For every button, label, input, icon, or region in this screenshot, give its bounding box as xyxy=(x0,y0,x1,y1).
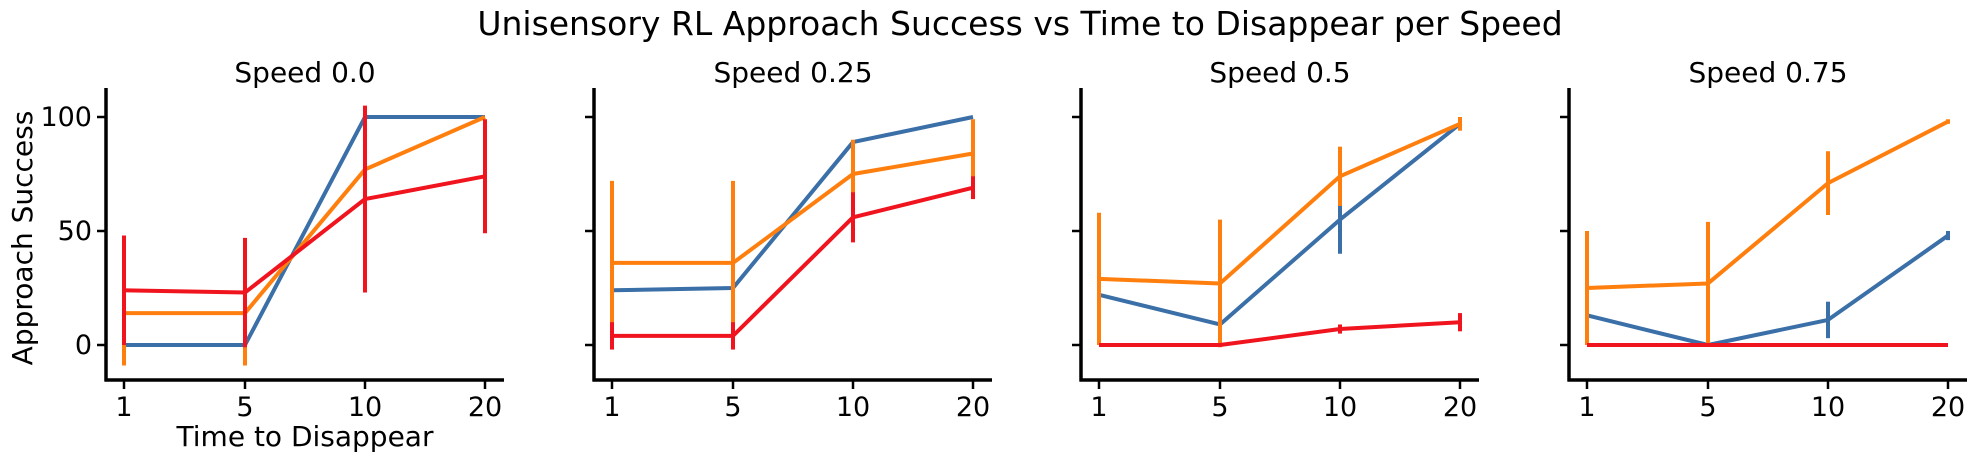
series-line xyxy=(124,115,486,316)
y-tick-label: 0 xyxy=(75,330,92,361)
series-line xyxy=(611,115,974,293)
x-tick-label: 5 xyxy=(236,392,253,423)
x-tick-label: 5 xyxy=(1211,392,1228,423)
x-tick-label: 20 xyxy=(468,392,502,423)
x-tick-label: 10 xyxy=(836,392,870,423)
x-axis-label: Time to Disappear xyxy=(176,420,434,453)
series-line xyxy=(1098,122,1461,286)
series-line xyxy=(1098,122,1462,327)
series-line xyxy=(1586,119,1949,290)
y-tick-label: 100 xyxy=(40,102,92,133)
series-line xyxy=(612,151,974,265)
x-tick-label: 1 xyxy=(603,392,620,423)
chart-panel-2: Speed 0.25 1 5 10 20 xyxy=(585,56,992,423)
series-2 xyxy=(1097,117,1462,348)
panel-title: Speed 0.75 xyxy=(1688,56,1847,89)
y-tick-label: 50 xyxy=(58,216,92,247)
series-1 xyxy=(611,115,974,293)
series-2 xyxy=(122,115,486,366)
series-line xyxy=(124,115,485,347)
series-line xyxy=(123,174,486,295)
x-tick-label: 10 xyxy=(348,392,382,423)
x-tick-label: 5 xyxy=(724,392,741,423)
series-3 xyxy=(122,105,487,348)
series-3 xyxy=(610,176,975,350)
x-tick-label: 20 xyxy=(956,392,990,423)
panel-title: Speed 0.0 xyxy=(234,56,375,89)
x-tick-label: 20 xyxy=(1443,392,1477,423)
x-tick-label: 20 xyxy=(1931,392,1965,423)
chart-panel-1: Speed 0.0 0 50 100 1 5 10 20 xyxy=(40,56,504,423)
y-axis-label: Approach Success xyxy=(6,111,39,366)
x-tick-label: 1 xyxy=(1090,392,1107,423)
chart-panel-4: Speed 0.75 1 5 10 20 xyxy=(1560,56,1967,423)
series-1 xyxy=(124,115,485,347)
x-tick-label: 1 xyxy=(1578,392,1595,423)
panel-title: Speed 0.5 xyxy=(1209,56,1350,89)
series-line xyxy=(612,185,974,338)
x-tick-label: 5 xyxy=(1699,392,1716,423)
series-1 xyxy=(1585,231,1950,347)
series-2 xyxy=(1585,119,1950,345)
panel-title: Speed 0.25 xyxy=(713,56,872,89)
chart-panel-3: Speed 0.5 1 5 10 20 xyxy=(1072,56,1479,423)
figure-title: Unisensory RL Approach Success vs Time t… xyxy=(477,4,1562,43)
series-line xyxy=(1586,233,1950,347)
series-1 xyxy=(1098,122,1462,327)
x-tick-label: 1 xyxy=(115,392,132,423)
x-tick-label: 10 xyxy=(1323,392,1357,423)
series-line xyxy=(1099,320,1461,347)
x-tick-label: 10 xyxy=(1811,392,1845,423)
series-2 xyxy=(610,119,975,345)
series-3 xyxy=(1099,313,1462,347)
